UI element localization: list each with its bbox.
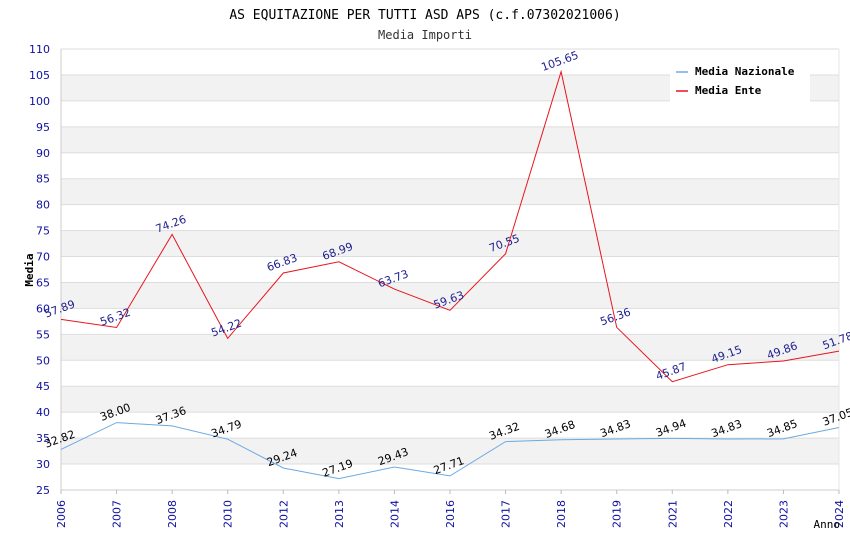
x-tick-label: 2010 <box>222 500 235 528</box>
y-tick-label: 35 <box>36 432 50 445</box>
legend-box <box>670 60 810 102</box>
data-label: 57.89 <box>43 298 77 321</box>
plot-band <box>61 334 839 361</box>
y-tick-label: 45 <box>36 380 50 393</box>
x-tick-label: 2014 <box>388 500 401 528</box>
legend-label-media-ente: Media Ente <box>695 84 762 97</box>
series-lines <box>60 69 840 480</box>
y-tick-label: 105 <box>29 69 50 82</box>
data-label: 45.87 <box>654 360 688 383</box>
x-axis-title: Anno <box>814 518 841 531</box>
y-tick-label: 85 <box>36 173 50 186</box>
y-tick-label: 110 <box>29 43 50 56</box>
x-tick-label: 2019 <box>611 500 624 528</box>
y-tick-label: 100 <box>29 95 50 108</box>
y-axis-title: Media <box>23 253 36 286</box>
y-tick-label: 40 <box>36 406 50 419</box>
x-tick-label: 2016 <box>444 500 457 528</box>
x-tick-label: 2017 <box>500 500 513 528</box>
x-tick-label: 2023 <box>777 500 790 528</box>
legend-label-media-nazionale: Media Nazionale <box>695 65 795 78</box>
y-tick-label: 65 <box>36 276 50 289</box>
y-tick-label: 60 <box>36 302 50 315</box>
data-label: 56.32 <box>98 306 132 329</box>
plot-band <box>61 178 839 205</box>
chart-subtitle: Media Importi <box>378 28 472 42</box>
data-label: 56.36 <box>598 306 632 329</box>
data-label: 34.68 <box>543 418 577 441</box>
y-tick-labels: 25 30 35 40 45 50 55 60 65 70 75 80 85 90 95 100 105 110 <box>29 43 50 497</box>
y-tick-label: 25 <box>36 484 50 497</box>
y-tick-label: 80 <box>36 199 50 212</box>
plot-bands <box>61 74 839 465</box>
data-label: 34.94 <box>654 417 688 440</box>
y-tick-label: 55 <box>36 328 50 341</box>
y-tick-label: 50 <box>36 354 50 367</box>
plot-band <box>61 438 839 465</box>
y-tick-label: 75 <box>36 225 50 238</box>
plot-band <box>61 230 839 257</box>
x-tick-labels: 2006 2007 2008 2010 2012 2013 2014 2016 2017 2018… <box>55 490 846 528</box>
plot-band <box>61 126 839 153</box>
plot-band <box>61 282 839 309</box>
x-tick-label: 2021 <box>666 500 679 528</box>
data-label: 34.83 <box>710 417 744 440</box>
chart-title: AS EQUITAZIONE PER TUTTI ASD APS (c.f.07… <box>229 8 620 23</box>
y-tick-label: 90 <box>36 147 50 160</box>
legend: Media Nazionale Media Ente <box>670 60 810 102</box>
data-label: 105.65 <box>540 49 581 74</box>
data-label: 34.79 <box>209 417 243 440</box>
x-tick-label: 2012 <box>277 500 290 528</box>
y-tick-label: 30 <box>36 458 50 471</box>
series-line-media-ente <box>60 69 840 383</box>
series-line-media-nazionale <box>60 422 840 480</box>
plot-band <box>61 386 839 413</box>
data-label: 34.83 <box>598 417 632 440</box>
x-tick-label: 2024 <box>833 500 846 528</box>
y-tick-label: 95 <box>36 121 50 134</box>
x-tick-label: 2013 <box>333 500 346 528</box>
x-tick-label: 2022 <box>722 500 735 528</box>
y-tick-label: 70 <box>36 251 50 264</box>
x-tick-label: 2018 <box>555 500 568 528</box>
x-tick-label: 2007 <box>111 500 124 528</box>
x-tick-label: 2008 <box>166 500 179 528</box>
x-tick-label: 2006 <box>55 500 68 528</box>
